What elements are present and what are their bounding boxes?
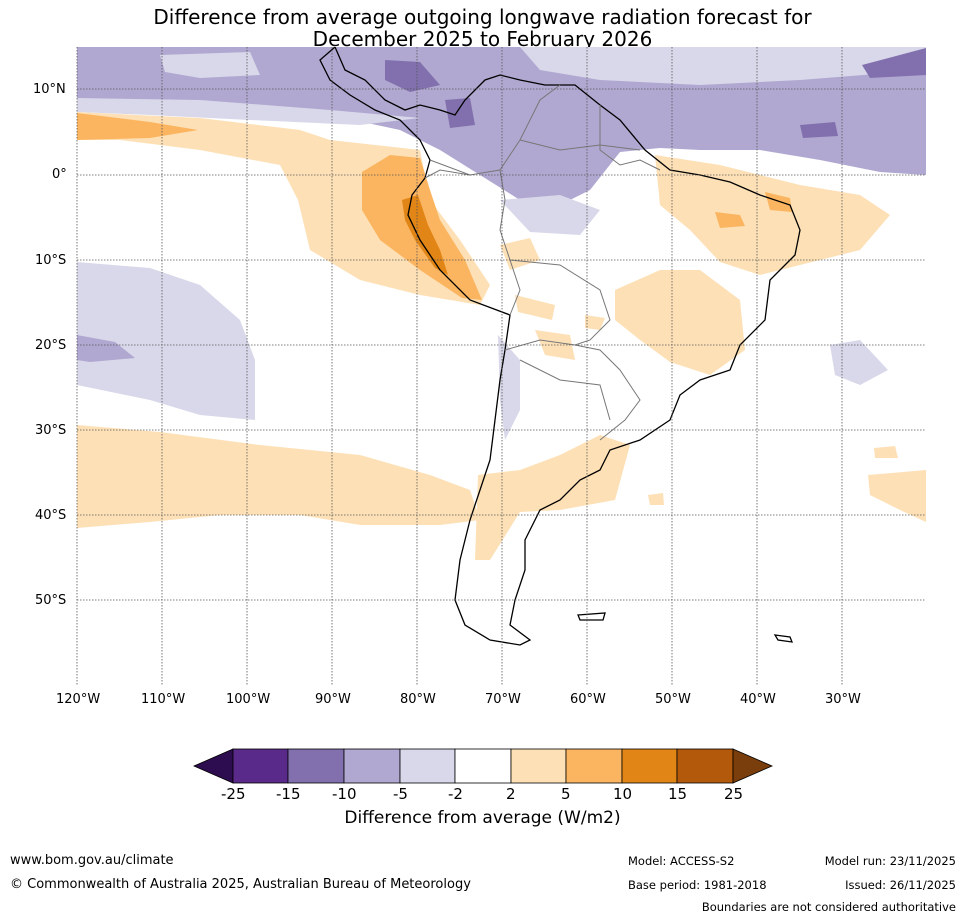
legend-swatch-neg10-neg5 bbox=[343, 748, 401, 784]
model-run-date: Model run: 23/11/2025 bbox=[824, 854, 956, 868]
legend-tick: -2 bbox=[448, 785, 463, 803]
legend-colorbar bbox=[192, 748, 774, 784]
website-link[interactable]: www.bom.gov.au/climate bbox=[10, 853, 174, 868]
positive-anomaly-south-atlantic-small bbox=[874, 446, 898, 458]
legend-swatch-2-5 bbox=[510, 748, 567, 784]
legend-tick: 10 bbox=[613, 785, 633, 803]
strong-negative-patch-2 bbox=[445, 98, 475, 128]
positive-anomaly-south-pacific-band bbox=[77, 425, 480, 528]
moderate-positive-northeast-brazil-2 bbox=[765, 192, 792, 212]
lon-label-30w: 30°W bbox=[825, 692, 861, 707]
legend-tick: -5 bbox=[393, 785, 408, 803]
weak-negative-northeast bbox=[520, 47, 926, 85]
lon-label-80w: 80°W bbox=[400, 692, 436, 707]
legend-swatch-neg15-neg10 bbox=[287, 748, 345, 784]
legend-swatch-neg5-neg2 bbox=[399, 748, 456, 784]
positive-anomaly-southwest-atlantic bbox=[868, 470, 926, 522]
negative-anomaly-atlantic bbox=[830, 340, 888, 385]
lon-label-70w: 70°W bbox=[485, 692, 521, 707]
lat-label-0: 0° bbox=[52, 167, 67, 182]
issued-date: Issued: 26/11/2025 bbox=[845, 878, 956, 892]
legend-swatch-15-25 bbox=[676, 748, 734, 784]
positive-anomaly-small-1 bbox=[500, 238, 540, 270]
south-america-coastline bbox=[319, 47, 801, 646]
lon-label-60w: 60°W bbox=[570, 692, 606, 707]
negative-anomaly-south-pacific bbox=[77, 262, 255, 420]
south-georgia bbox=[773, 634, 794, 643]
lat-label-20s: 20°S bbox=[35, 338, 67, 353]
strong-negative-patch-3 bbox=[862, 48, 926, 78]
positive-anomaly-small-2 bbox=[515, 295, 555, 320]
weak-negative-north-strip bbox=[160, 52, 260, 78]
negative-anomaly-north-band bbox=[77, 47, 926, 205]
lat-label-10s: 10°S bbox=[35, 253, 67, 268]
moderate-positive-northeast-brazil bbox=[715, 212, 745, 228]
lon-label-90w: 90°W bbox=[315, 692, 351, 707]
copyright-notice: © Commonwealth of Australia 2025, Austra… bbox=[10, 877, 471, 892]
legend-tick: 5 bbox=[561, 785, 571, 803]
model-name: Model: ACCESS-S2 bbox=[628, 854, 735, 868]
strong-negative-patch-1 bbox=[385, 60, 440, 92]
legend-tick: 2 bbox=[506, 785, 516, 803]
country-borders bbox=[424, 84, 661, 441]
lon-label-120w: 120°W bbox=[56, 692, 101, 707]
positive-anomaly-northeast-brazil bbox=[655, 155, 890, 275]
lon-label-110w: 110°W bbox=[141, 692, 186, 707]
legend-swatch-5-10 bbox=[565, 748, 623, 784]
anomaly-shading bbox=[77, 47, 926, 560]
negative-anomaly-chile-inland bbox=[498, 335, 520, 440]
legend-tick: -10 bbox=[332, 785, 357, 803]
lon-label-100w: 100°W bbox=[226, 692, 271, 707]
strong-positive-peru-coast bbox=[402, 195, 448, 275]
moderate-negative-south-pacific bbox=[77, 335, 135, 362]
boundaries-disclaimer: Boundaries are not considered authoritat… bbox=[701, 900, 956, 914]
positive-anomaly-southern-argentina bbox=[475, 435, 630, 560]
lat-label-40s: 40°S bbox=[35, 508, 67, 523]
legend-tick: -15 bbox=[276, 785, 301, 803]
map-title-line-2: December 2025 to February 2026 bbox=[312, 27, 653, 51]
positive-anomaly-west-strip bbox=[77, 113, 198, 140]
positive-anomaly-south-atlantic-small-2 bbox=[648, 493, 664, 505]
legend-swatch-above-25 bbox=[732, 748, 774, 784]
legend-label: Difference from average (W/m2) bbox=[344, 808, 621, 828]
amazon-weak-negative bbox=[500, 195, 600, 235]
legend-swatch-neg25-neg15 bbox=[232, 748, 289, 784]
positive-anomaly-central-brazil bbox=[615, 270, 745, 375]
weak-negative-north-edge bbox=[77, 98, 420, 125]
positive-anomaly-small-4 bbox=[585, 315, 605, 330]
legend-swatch-neg2-2 bbox=[454, 748, 512, 784]
base-period: Base period: 1981-2018 bbox=[628, 878, 767, 892]
legend-tick: 15 bbox=[668, 785, 688, 803]
map-title-line-1: Difference from average outgoing longwav… bbox=[153, 5, 812, 29]
legend-swatch-10-15 bbox=[621, 748, 678, 784]
lat-label-30s: 30°S bbox=[35, 423, 67, 438]
lat-label-50s: 50°S bbox=[35, 593, 67, 608]
lon-label-40w: 40°W bbox=[740, 692, 776, 707]
coastlines bbox=[319, 47, 801, 646]
falkland-islands bbox=[577, 612, 606, 621]
lat-label-10n: 10°N bbox=[33, 82, 66, 97]
legend-tick: 25 bbox=[724, 785, 744, 803]
lon-label-50w: 50°W bbox=[655, 692, 691, 707]
legend-tick: -25 bbox=[221, 785, 246, 803]
strong-negative-patch-4 bbox=[800, 122, 838, 138]
gridlines bbox=[76, 47, 926, 685]
legend-swatch-below-25 bbox=[192, 748, 234, 784]
